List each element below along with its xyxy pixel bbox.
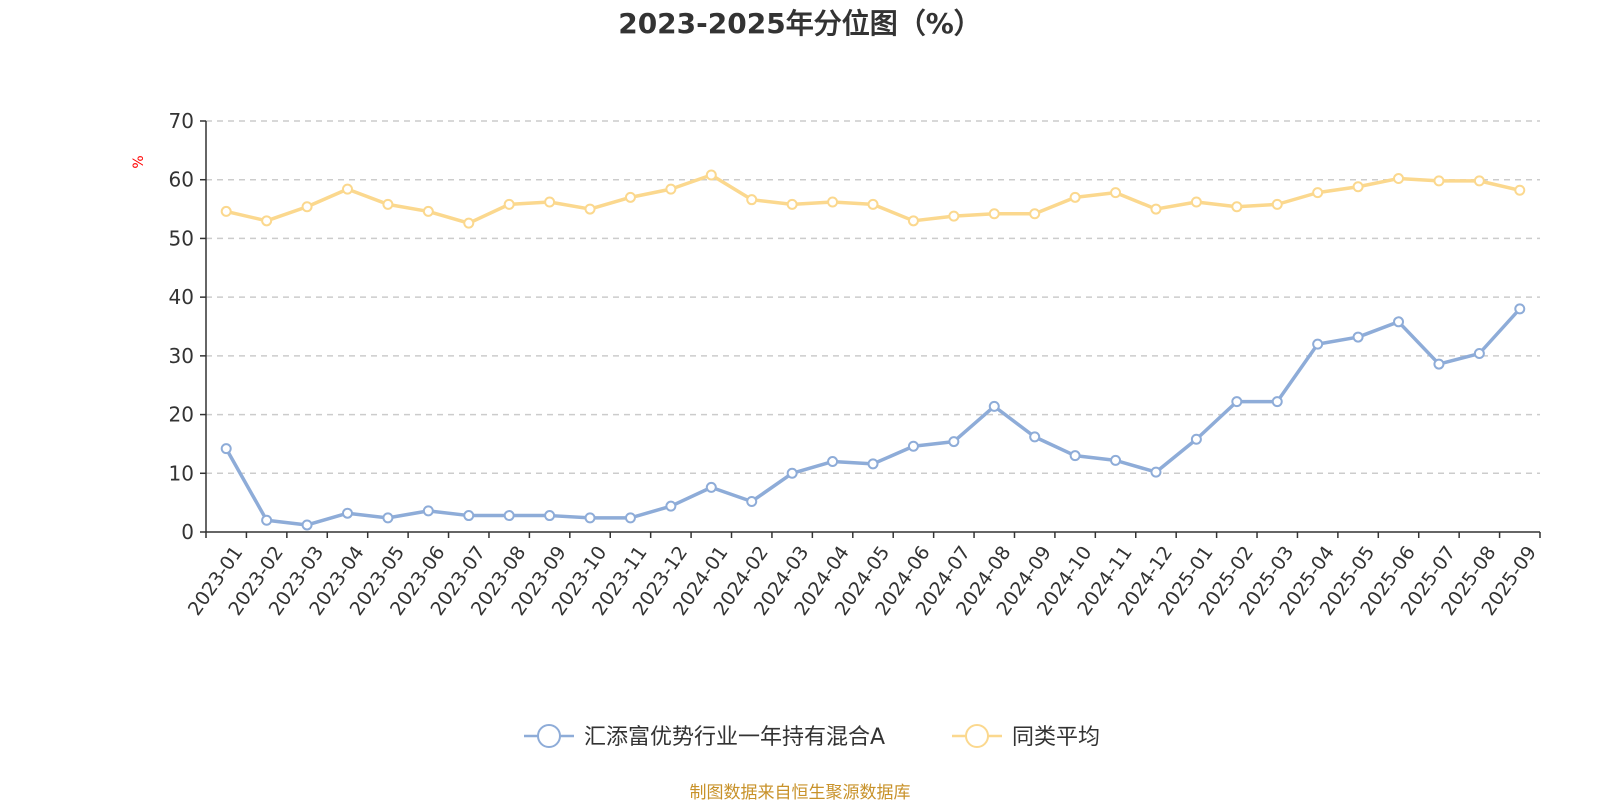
data-point: [665, 183, 677, 195]
y-tick-label: 20: [169, 403, 194, 427]
data-point: [1069, 191, 1081, 203]
data-point: [382, 198, 394, 210]
data-point: [1352, 331, 1364, 343]
data-point: [220, 443, 232, 455]
source-note: 制图数据来自恒生聚源数据库: [689, 783, 911, 803]
data-point: [705, 169, 717, 181]
data-point: [1029, 208, 1041, 220]
data-point: [1433, 358, 1445, 370]
data-point: [907, 440, 919, 452]
data-point: [1312, 338, 1324, 350]
data-point: [382, 512, 394, 524]
data-point: [1150, 466, 1162, 478]
legend-marker-1: [965, 724, 989, 748]
chart-title: 2023-2025年分位图（%）: [618, 7, 982, 40]
data-point: [624, 512, 636, 524]
data-point: [1231, 396, 1243, 408]
y-tick-label: 30: [169, 344, 194, 368]
legend: 汇添富优势行业一年持有混合A 同类平均: [524, 724, 1100, 750]
data-point: [261, 215, 273, 227]
data-point: [1271, 396, 1283, 408]
data-point: [1110, 187, 1122, 199]
data-point: [341, 507, 353, 519]
data-point: [1271, 198, 1283, 210]
y-tick-label: 40: [169, 285, 194, 309]
data-point: [624, 191, 636, 203]
series-line-0: [224, 307, 1522, 527]
y-tick-label: 50: [169, 226, 194, 250]
data-point: [1190, 433, 1202, 445]
data-point: [786, 198, 798, 210]
data-point: [301, 201, 313, 213]
data-point: [1190, 196, 1202, 208]
data-point: [1514, 184, 1526, 196]
data-point: [746, 194, 758, 206]
data-point: [948, 436, 960, 448]
data-point: [1069, 450, 1081, 462]
data-point: [463, 510, 475, 522]
data-point: [988, 208, 1000, 220]
data-point: [1473, 348, 1485, 360]
data-point: [422, 205, 434, 217]
y-tick-label: 10: [169, 461, 194, 485]
data-point: [1433, 175, 1445, 187]
series-layer: [220, 169, 1526, 531]
legend-label-0: 汇添富优势行业一年持有混合A: [584, 725, 885, 750]
y-tick-label: 0: [181, 520, 194, 544]
data-point: [341, 183, 353, 195]
data-point: [1110, 454, 1122, 466]
y-tick-label: 70: [169, 109, 194, 133]
data-point: [827, 456, 839, 468]
data-point: [584, 203, 596, 215]
data-point: [261, 514, 273, 526]
legend-label-1: 同类平均: [1012, 725, 1100, 750]
data-point: [705, 481, 717, 493]
data-point: [1393, 173, 1405, 185]
data-point: [1514, 303, 1526, 315]
data-point: [422, 505, 434, 517]
data-point: [1150, 203, 1162, 215]
data-point: [988, 400, 1000, 412]
data-point: [1473, 175, 1485, 187]
data-point: [503, 198, 515, 210]
grid-lines: [206, 120, 1540, 475]
data-point: [220, 205, 232, 217]
data-point: [867, 458, 879, 470]
data-point: [1029, 431, 1041, 443]
axes: 0102030405060702023-012023-022023-032023…: [169, 109, 1541, 620]
y-axis-unit-label: %: [131, 155, 147, 168]
data-point: [544, 196, 556, 208]
y-tick-label: 60: [169, 168, 194, 192]
data-point: [544, 510, 556, 522]
legend-marker-0: [537, 724, 561, 748]
data-point: [786, 467, 798, 479]
data-point: [746, 495, 758, 507]
data-point: [948, 210, 960, 222]
data-point: [463, 217, 475, 229]
data-point: [665, 500, 677, 512]
data-point: [1231, 201, 1243, 213]
data-point: [584, 512, 596, 524]
data-point: [301, 519, 313, 531]
data-point: [1352, 181, 1364, 193]
data-point: [827, 196, 839, 208]
data-point: [503, 510, 515, 522]
data-point: [1312, 187, 1324, 199]
data-point: [1393, 316, 1405, 328]
data-point: [867, 198, 879, 210]
data-point: [907, 215, 919, 227]
